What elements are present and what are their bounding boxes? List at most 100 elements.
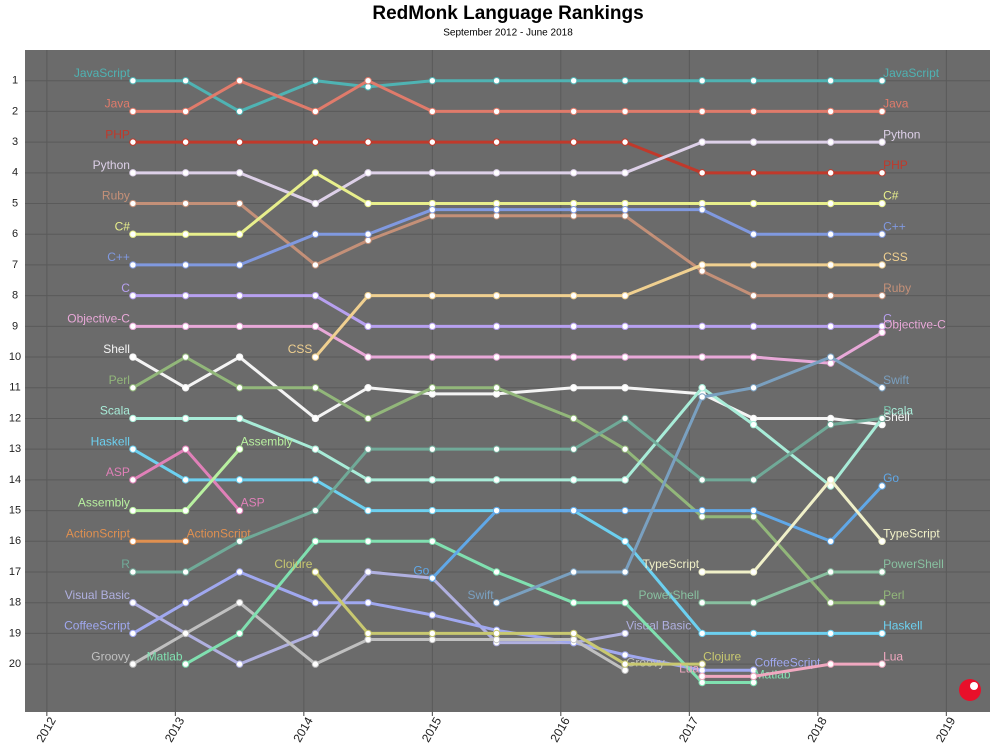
- chart-subtitle: September 2012 - June 2018: [443, 28, 573, 39]
- series-label-start: Perl: [109, 373, 130, 387]
- data-point: [235, 445, 244, 453]
- series-label-start: Python: [93, 158, 130, 172]
- series-label-end: Swift: [883, 373, 910, 387]
- series-label-end: TypeScript: [883, 526, 940, 540]
- data-point: [311, 291, 320, 300]
- series-label-start: ASP: [106, 465, 130, 479]
- data-point: [364, 138, 372, 146]
- y-tick-label: 8: [12, 290, 18, 302]
- data-point: [621, 476, 629, 484]
- data-point: [364, 476, 372, 484]
- y-tick-label: 9: [12, 320, 18, 332]
- data-point: [621, 353, 629, 361]
- x-tick-label: 2018: [804, 714, 830, 744]
- data-point: [749, 384, 758, 392]
- data-point: [492, 107, 501, 116]
- series-line: [314, 263, 883, 359]
- series-label-end: R: [883, 404, 892, 418]
- y-tick-label: 6: [12, 228, 18, 240]
- data-point: [749, 230, 758, 238]
- series-label-end: C++: [883, 219, 906, 233]
- data-point: [311, 598, 320, 607]
- series-label-start: Assembly: [78, 496, 130, 510]
- data-point: [826, 77, 835, 85]
- data-point: [698, 672, 706, 681]
- data-point: [878, 384, 886, 392]
- data-point: [311, 261, 320, 269]
- data-point: [181, 629, 190, 638]
- y-tick-label: 2: [12, 105, 18, 117]
- series-line: [431, 484, 884, 580]
- data-point: [621, 651, 629, 659]
- data-point: [364, 230, 372, 238]
- data-point: [364, 384, 372, 392]
- x-tick-label: 2012: [33, 714, 59, 744]
- data-point: [129, 537, 137, 545]
- series-label-end: Haskell: [883, 619, 922, 633]
- data-point: [235, 138, 244, 146]
- data-point: [749, 291, 758, 300]
- series-label-start: C#: [115, 219, 131, 233]
- series-label-end: Scala: [883, 404, 913, 418]
- data-point: [181, 476, 190, 484]
- data-point: [235, 230, 244, 238]
- data-point: [698, 598, 706, 607]
- data-point: [621, 598, 629, 607]
- data-point: [878, 482, 886, 490]
- x-tick-label: 2013: [162, 714, 188, 744]
- data-point: [826, 476, 835, 484]
- data-point: [569, 414, 578, 423]
- series-label-start: Ruby: [102, 189, 130, 203]
- series-label-end: PHP: [883, 158, 908, 172]
- data-point: [181, 107, 190, 116]
- data-point: [428, 212, 437, 220]
- series-label-end: ActionScript: [187, 526, 252, 540]
- data-point: [749, 199, 758, 208]
- data-point: [569, 291, 578, 300]
- data-point: [235, 476, 244, 484]
- data-point: [311, 353, 320, 361]
- series-label-end: Ruby: [883, 281, 911, 295]
- data-point: [129, 77, 137, 85]
- data-point: [569, 476, 578, 484]
- data-point: [621, 77, 629, 85]
- data-point: [235, 261, 244, 269]
- data-point: [364, 414, 372, 423]
- data-point: [749, 629, 758, 638]
- data-point: [698, 660, 706, 668]
- data-point: [492, 568, 501, 576]
- data-point: [826, 568, 835, 576]
- data-point: [428, 476, 437, 484]
- series-label-end: C: [883, 312, 892, 326]
- series-label-start: TypeScript: [642, 557, 699, 571]
- data-point: [878, 629, 886, 638]
- data-point: [826, 138, 835, 146]
- data-point: [428, 390, 437, 398]
- y-tick-label: 4: [12, 167, 18, 179]
- data-point: [878, 230, 886, 238]
- data-point: [826, 199, 835, 208]
- data-point: [428, 199, 437, 208]
- data-point: [749, 513, 758, 521]
- y-tick-label: 17: [9, 566, 21, 578]
- series-line: [702, 570, 883, 605]
- data-point: [181, 199, 190, 208]
- data-point: [364, 506, 372, 515]
- data-point: [364, 169, 372, 177]
- data-point: [698, 77, 706, 85]
- data-point: [621, 169, 629, 177]
- data-point: [129, 291, 137, 300]
- x-tick-label: 2016: [547, 714, 573, 744]
- data-point: [569, 138, 578, 146]
- series-label-end: Clojure: [703, 649, 741, 663]
- y-tick-label: 20: [9, 658, 21, 670]
- data-point: [569, 205, 578, 214]
- y-tick-label: 12: [9, 412, 21, 424]
- data-point: [621, 138, 629, 146]
- data-point: [621, 291, 629, 300]
- data-point: [569, 598, 578, 607]
- data-point: [878, 77, 886, 85]
- data-point: [749, 261, 758, 269]
- data-point: [235, 353, 244, 361]
